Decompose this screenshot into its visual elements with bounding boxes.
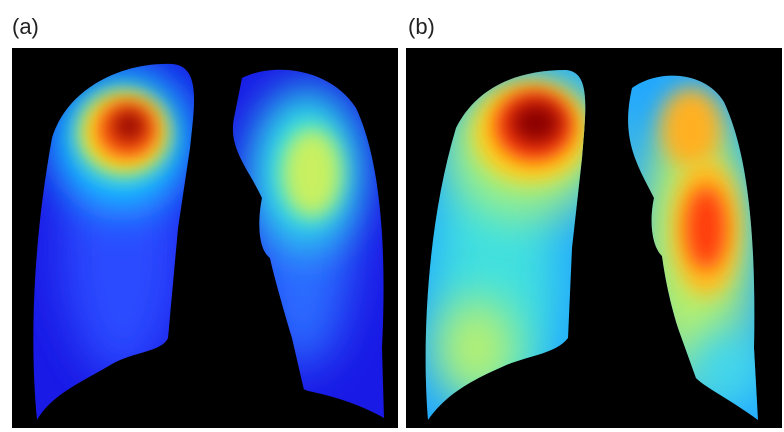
lung-heatmap-panel-b xyxy=(406,48,782,428)
lung-heatmap-panel-a xyxy=(12,48,398,428)
lung-heatmap-image-b xyxy=(406,48,782,428)
panel-label-b: (b) xyxy=(408,14,435,39)
lung-heatmap-image-a xyxy=(12,48,398,428)
panel-label-a: (a) xyxy=(12,14,39,39)
